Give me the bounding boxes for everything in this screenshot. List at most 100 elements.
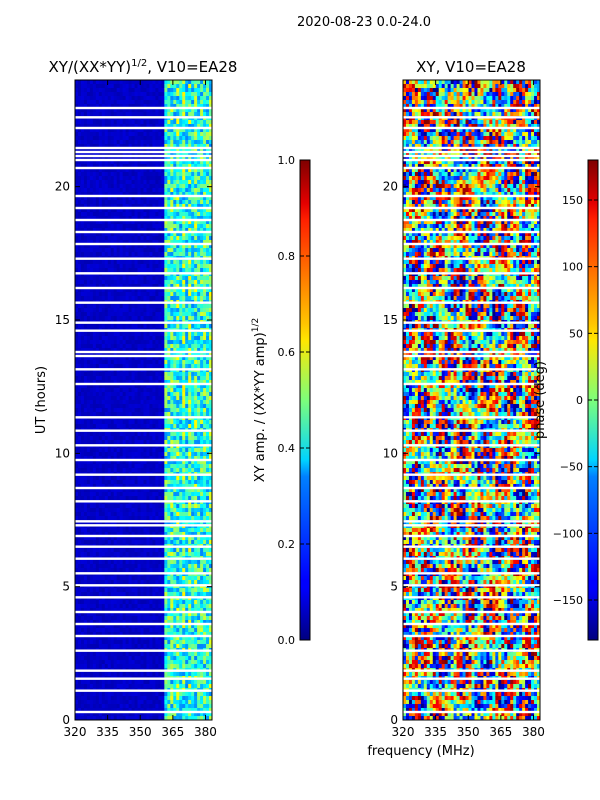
heatmap-cell (140, 100, 144, 105)
heatmap-cell (116, 292, 121, 297)
heatmap-cell (92, 308, 97, 313)
heatmap-cell (152, 452, 156, 457)
heatmap-cell (125, 652, 130, 657)
heatmap-cell (131, 576, 135, 581)
heatmap-cell (137, 92, 141, 97)
heatmap-cell (152, 696, 156, 701)
heatmap-cell (152, 712, 156, 717)
heatmap-cell (110, 380, 115, 385)
heatmap-cell (146, 104, 150, 109)
heatmap-cell (134, 264, 138, 269)
heatmap-cell (131, 712, 135, 717)
heatmap-cell (128, 312, 132, 317)
heatmap-cell (98, 332, 103, 337)
heatmap-cell (77, 128, 82, 133)
heatmap-cell (107, 588, 112, 593)
heatmap-cell (140, 620, 144, 625)
heatmap-cell (140, 412, 144, 417)
heatmap-cell (161, 224, 165, 229)
heatmap-cell (164, 436, 168, 441)
heatmap-cell (95, 184, 100, 189)
heatmap-cell (122, 248, 127, 253)
heatmap-cell (104, 340, 109, 345)
heatmap-cell (140, 92, 144, 97)
heatmap-cell (113, 552, 118, 557)
heatmap-cell (98, 656, 103, 661)
heatmap-cell (155, 372, 159, 377)
heatmap-cell (155, 536, 159, 541)
heatmap-cell (125, 564, 130, 569)
heatmap-cell (89, 308, 94, 313)
heatmap-cell (104, 364, 109, 369)
heatmap-cell (89, 132, 94, 137)
heatmap-cell (86, 508, 91, 513)
heatmap-cell (113, 164, 118, 169)
heatmap-cell (98, 484, 103, 489)
heatmap-cell (116, 200, 121, 205)
heatmap-cell (107, 644, 112, 649)
heatmap-cell (92, 136, 97, 141)
heatmap-cell (104, 112, 109, 117)
heatmap-cell (146, 508, 150, 513)
heatmap-cell (158, 632, 162, 637)
heatmap-cell (161, 604, 165, 609)
heatmap-cell (140, 288, 144, 293)
heatmap-cell (83, 144, 88, 149)
heatmap-cell (125, 408, 130, 413)
heatmap-cell (122, 104, 127, 109)
heatmap-cell (77, 236, 82, 241)
heatmap-cell (101, 560, 106, 565)
heatmap-cell (122, 608, 127, 613)
heatmap-cell (116, 384, 121, 389)
heatmap-cell (80, 360, 85, 365)
heatmap-cell (149, 244, 153, 249)
heatmap-cell (134, 704, 138, 709)
heatmap-cell (89, 708, 94, 713)
heatmap-cell (89, 564, 94, 569)
heatmap-cell (83, 436, 88, 441)
heatmap-cell (95, 644, 100, 649)
heatmap-cell (155, 540, 159, 545)
heatmap-cell (128, 188, 132, 193)
heatmap-cell (89, 468, 94, 473)
heatmap-cell (98, 412, 103, 417)
heatmap-cell (104, 232, 109, 237)
left-title-rest: , V10=EA28 (147, 58, 237, 76)
heatmap-cell (83, 548, 88, 553)
heatmap-cell (98, 692, 103, 697)
heatmap-cell (113, 436, 118, 441)
heatmap-cell (128, 364, 132, 369)
heatmap-cell (89, 208, 94, 213)
heatmap-cell (113, 124, 118, 129)
heatmap-cell (75, 168, 79, 173)
heatmap-cell (83, 336, 88, 341)
heatmap-cell (80, 216, 85, 221)
heatmap-cell (152, 468, 156, 473)
heatmap-cell (146, 548, 150, 553)
heatmap-cell (77, 592, 82, 597)
heatmap-cell (98, 128, 103, 133)
heatmap-cell (75, 504, 79, 509)
heatmap-cell (134, 384, 138, 389)
heatmap-cell (134, 376, 138, 381)
heatmap-cell (113, 232, 118, 237)
heatmap-cell (152, 680, 156, 685)
heatmap-cell (110, 356, 115, 361)
heatmap-cell (155, 440, 159, 445)
heatmap-cell (143, 84, 147, 89)
heatmap-cell (122, 380, 127, 385)
heatmap-cell (155, 696, 159, 701)
heatmap-cell (116, 488, 121, 493)
heatmap-cell (131, 532, 135, 537)
heatmap-cell (155, 108, 159, 113)
heatmap-cell (146, 464, 150, 469)
heatmap-cell (146, 260, 150, 265)
heatmap-cell (152, 84, 156, 89)
heatmap-cell (89, 212, 94, 217)
heatmap-cell (80, 104, 85, 109)
heatmap-cell (107, 696, 112, 701)
heatmap-cell (95, 588, 100, 593)
heatmap-cell (83, 184, 88, 189)
heatmap-cell (158, 180, 162, 185)
heatmap-cell (95, 592, 100, 597)
